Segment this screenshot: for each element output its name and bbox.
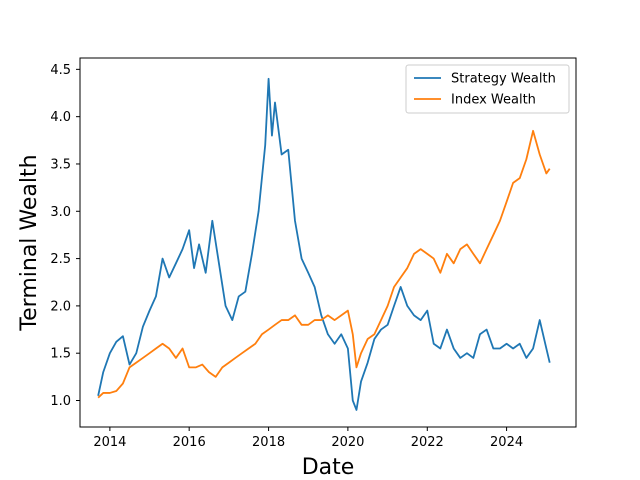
x-axis-ticks: 2014 2016 2018 2020 2022 2024 — [93, 427, 523, 450]
legend-box — [405, 64, 570, 114]
y-tick-label: 4.5 — [50, 63, 71, 78]
series-line-2 — [97, 129, 551, 399]
x-tick-label: 2018 — [252, 435, 285, 450]
series-layer — [97, 77, 551, 411]
x-tick-label: 2014 — [93, 435, 126, 450]
y-tick-label: 1.0 — [50, 394, 71, 409]
y-tick-label: 3.5 — [50, 157, 71, 172]
x-tick-label: 2022 — [411, 435, 444, 450]
y-axis-title: Terminal Wealth — [17, 154, 42, 331]
y-tick-label: 2.0 — [50, 299, 71, 314]
legend: Strategy Wealth Index Wealth — [405, 64, 570, 114]
x-tick-label: 2024 — [490, 435, 523, 450]
y-tick-label: 3.0 — [50, 205, 71, 220]
y-tick-label: 4.0 — [50, 110, 71, 125]
y-axis-ticks: 1.0 1.5 2.0 2.5 3.0 3.5 4.0 4.5 — [50, 63, 80, 409]
axes-frame — [79, 57, 577, 428]
legend-label: Strategy Wealth — [451, 72, 556, 87]
x-tick-label: 2016 — [173, 435, 206, 450]
x-tick-label: 2020 — [331, 435, 364, 450]
series-line-1 — [97, 77, 551, 411]
legend-label: Index Wealth — [451, 93, 536, 108]
y-tick-label: 1.5 — [50, 347, 71, 362]
y-tick-label: 2.5 — [50, 252, 71, 267]
x-axis-title: Date — [302, 455, 355, 480]
